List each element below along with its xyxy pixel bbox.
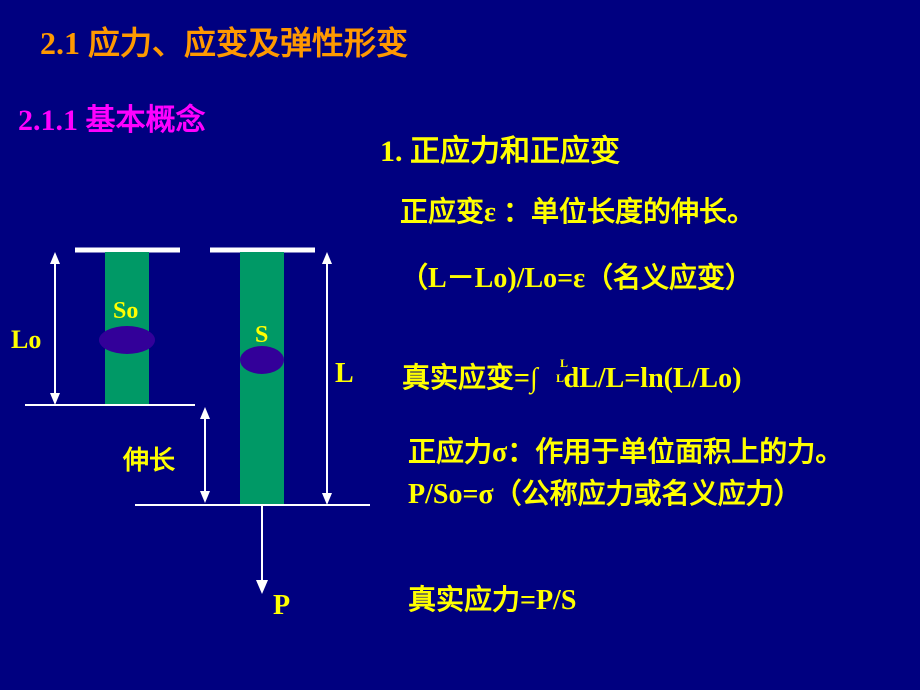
subsection-title: 2.1.1 基本概念 xyxy=(18,95,206,139)
integral-lower-bound: Lo xyxy=(556,372,570,384)
section-title: 2.1 应力、应变及弹性形变 xyxy=(40,18,408,64)
true-strain-formula: 真实应变=∫ dL/L=ln(L/Lo) xyxy=(402,358,741,400)
label-s: S xyxy=(255,322,268,349)
heading-1: 1. 正应力和正应变 xyxy=(380,126,620,170)
label-so: So xyxy=(113,298,138,325)
true-strain-suffix: dL/L=ln(L/Lo) xyxy=(564,363,742,394)
cross-section-S xyxy=(240,346,284,374)
dim-elong-arrow-top xyxy=(200,407,210,419)
strain-definition: 正应变ε ：单位长度的伸长。 xyxy=(400,192,755,234)
force-p-arrow xyxy=(256,580,268,594)
true-stress-formula: 真实应力=P/S xyxy=(408,580,576,622)
integral-upper-bound: L xyxy=(560,357,568,369)
tensile-diagram: So S Lo L 伸长 P xyxy=(15,240,385,660)
label-lo: Lo xyxy=(11,325,41,355)
label-elongation: 伸长 xyxy=(123,440,175,477)
nominal-strain-formula: （L－Lo)/Lo=ε（名义应变） xyxy=(400,258,753,300)
label-p: P xyxy=(273,590,290,622)
dim-l-arrow-top xyxy=(322,252,332,264)
true-strain-prefix: 真实应变=∫ xyxy=(402,363,538,394)
label-l: L xyxy=(335,358,354,390)
dim-lo-arrow-top xyxy=(50,252,60,264)
bar-stretched xyxy=(240,252,284,505)
diagram-svg xyxy=(15,240,385,660)
stress-definition: 正应力σ：作用于单位面积上的力。P/So=σ（公称应力或名义应力） xyxy=(408,432,898,516)
dim-lo-arrow-bottom xyxy=(50,393,60,405)
dim-elong-arrow-bottom xyxy=(200,491,210,503)
cross-section-So xyxy=(99,326,155,354)
dim-l-arrow-bottom xyxy=(322,493,332,505)
